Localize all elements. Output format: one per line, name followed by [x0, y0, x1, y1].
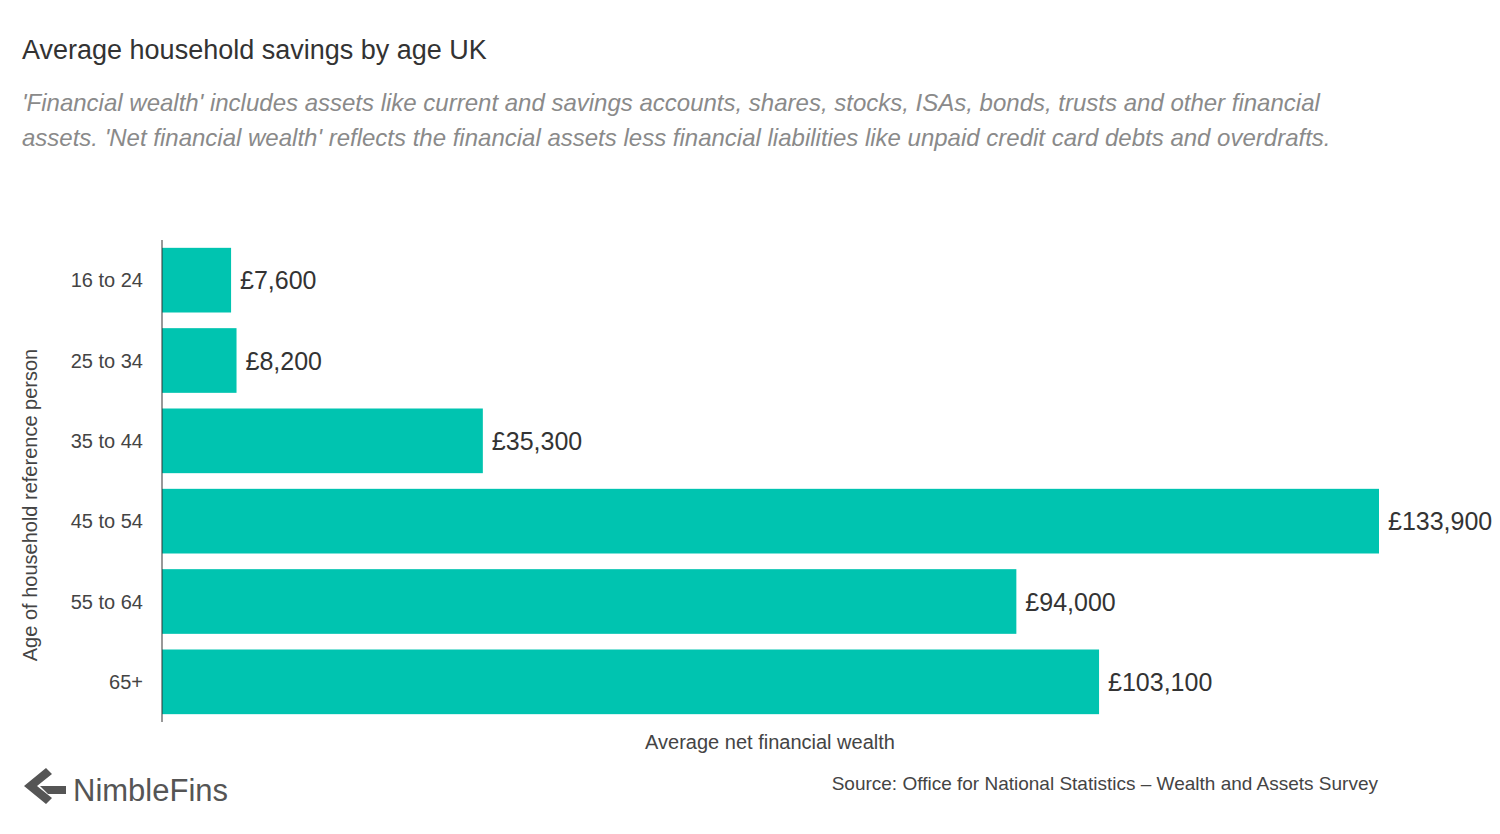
category-label: 55 to 64	[71, 591, 143, 613]
bar	[162, 248, 231, 313]
bar	[162, 649, 1099, 714]
subtitle-line: assets. 'Net financial wealth' reflects …	[22, 124, 1331, 151]
category-label: 25 to 34	[71, 350, 143, 372]
category-label: 35 to 44	[71, 430, 143, 452]
bar	[162, 408, 483, 473]
y-axis-label: Age of household reference person	[19, 349, 41, 661]
data-label: £94,000	[1025, 588, 1115, 616]
data-label: £133,900	[1388, 507, 1492, 535]
bars	[162, 248, 1379, 714]
logo-text: NimbleFins	[73, 773, 228, 808]
x-axis-label: Average net financial wealth	[645, 731, 895, 753]
subtitle: 'Financial wealth' includes assets like …	[22, 89, 1331, 151]
title: Average household savings by age UK	[22, 35, 487, 65]
logo-arrow-tail	[40, 786, 66, 794]
data-label: £8,200	[246, 347, 322, 375]
logo-icon	[24, 768, 66, 804]
data-label: £35,300	[492, 427, 582, 455]
bar	[162, 489, 1379, 554]
bar	[162, 569, 1016, 634]
source: Source: Office for National Statistics –…	[832, 773, 1379, 794]
data-label: £103,100	[1108, 668, 1212, 696]
subtitle-line: 'Financial wealth' includes assets like …	[22, 89, 1320, 116]
chart: Average household savings by age UK 'Fina…	[0, 0, 1500, 834]
data-label: £7,600	[240, 266, 316, 294]
labels: 16 to 24 £7,600 25 to 34 £8,200 35 to 44 £35,…	[71, 266, 1493, 696]
category-label: 65+	[109, 671, 143, 693]
category-label: 16 to 24	[71, 269, 143, 291]
bar	[162, 328, 237, 393]
y-axis-line	[162, 240, 163, 722]
category-label: 45 to 54	[71, 510, 143, 532]
